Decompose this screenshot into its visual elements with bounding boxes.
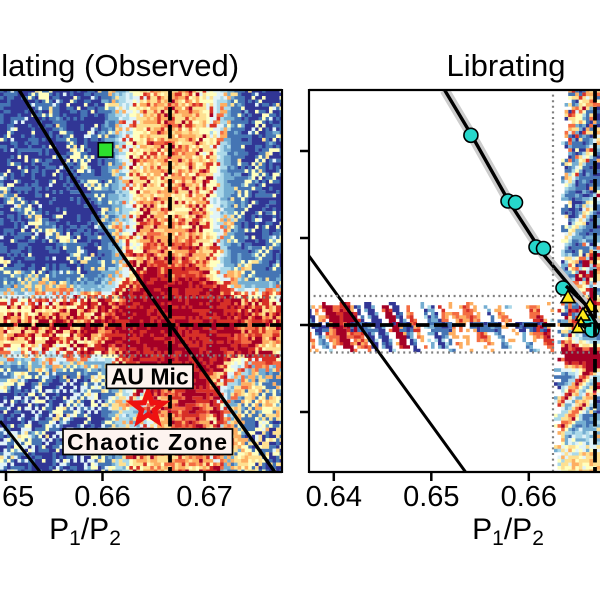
svg-text:Chaotic Zone: Chaotic Zone xyxy=(67,429,228,455)
svg-text:Circulating (Observed): Circulating (Observed) xyxy=(0,48,239,83)
svg-text:0.66: 0.66 xyxy=(74,481,130,513)
svg-text:P1/P2: P1/P2 xyxy=(472,513,544,550)
svg-text:0.64: 0.64 xyxy=(306,481,362,513)
svg-text:0.67: 0.67 xyxy=(176,481,232,513)
svg-text:AU Mic: AU Mic xyxy=(111,364,189,390)
svg-text:0.66: 0.66 xyxy=(501,481,557,513)
svg-text:Librating: Librating xyxy=(447,48,566,83)
svg-text:P1/P2: P1/P2 xyxy=(49,513,121,550)
svg-text:0.65: 0.65 xyxy=(403,481,459,513)
svg-text:0.65: 0.65 xyxy=(0,481,34,513)
